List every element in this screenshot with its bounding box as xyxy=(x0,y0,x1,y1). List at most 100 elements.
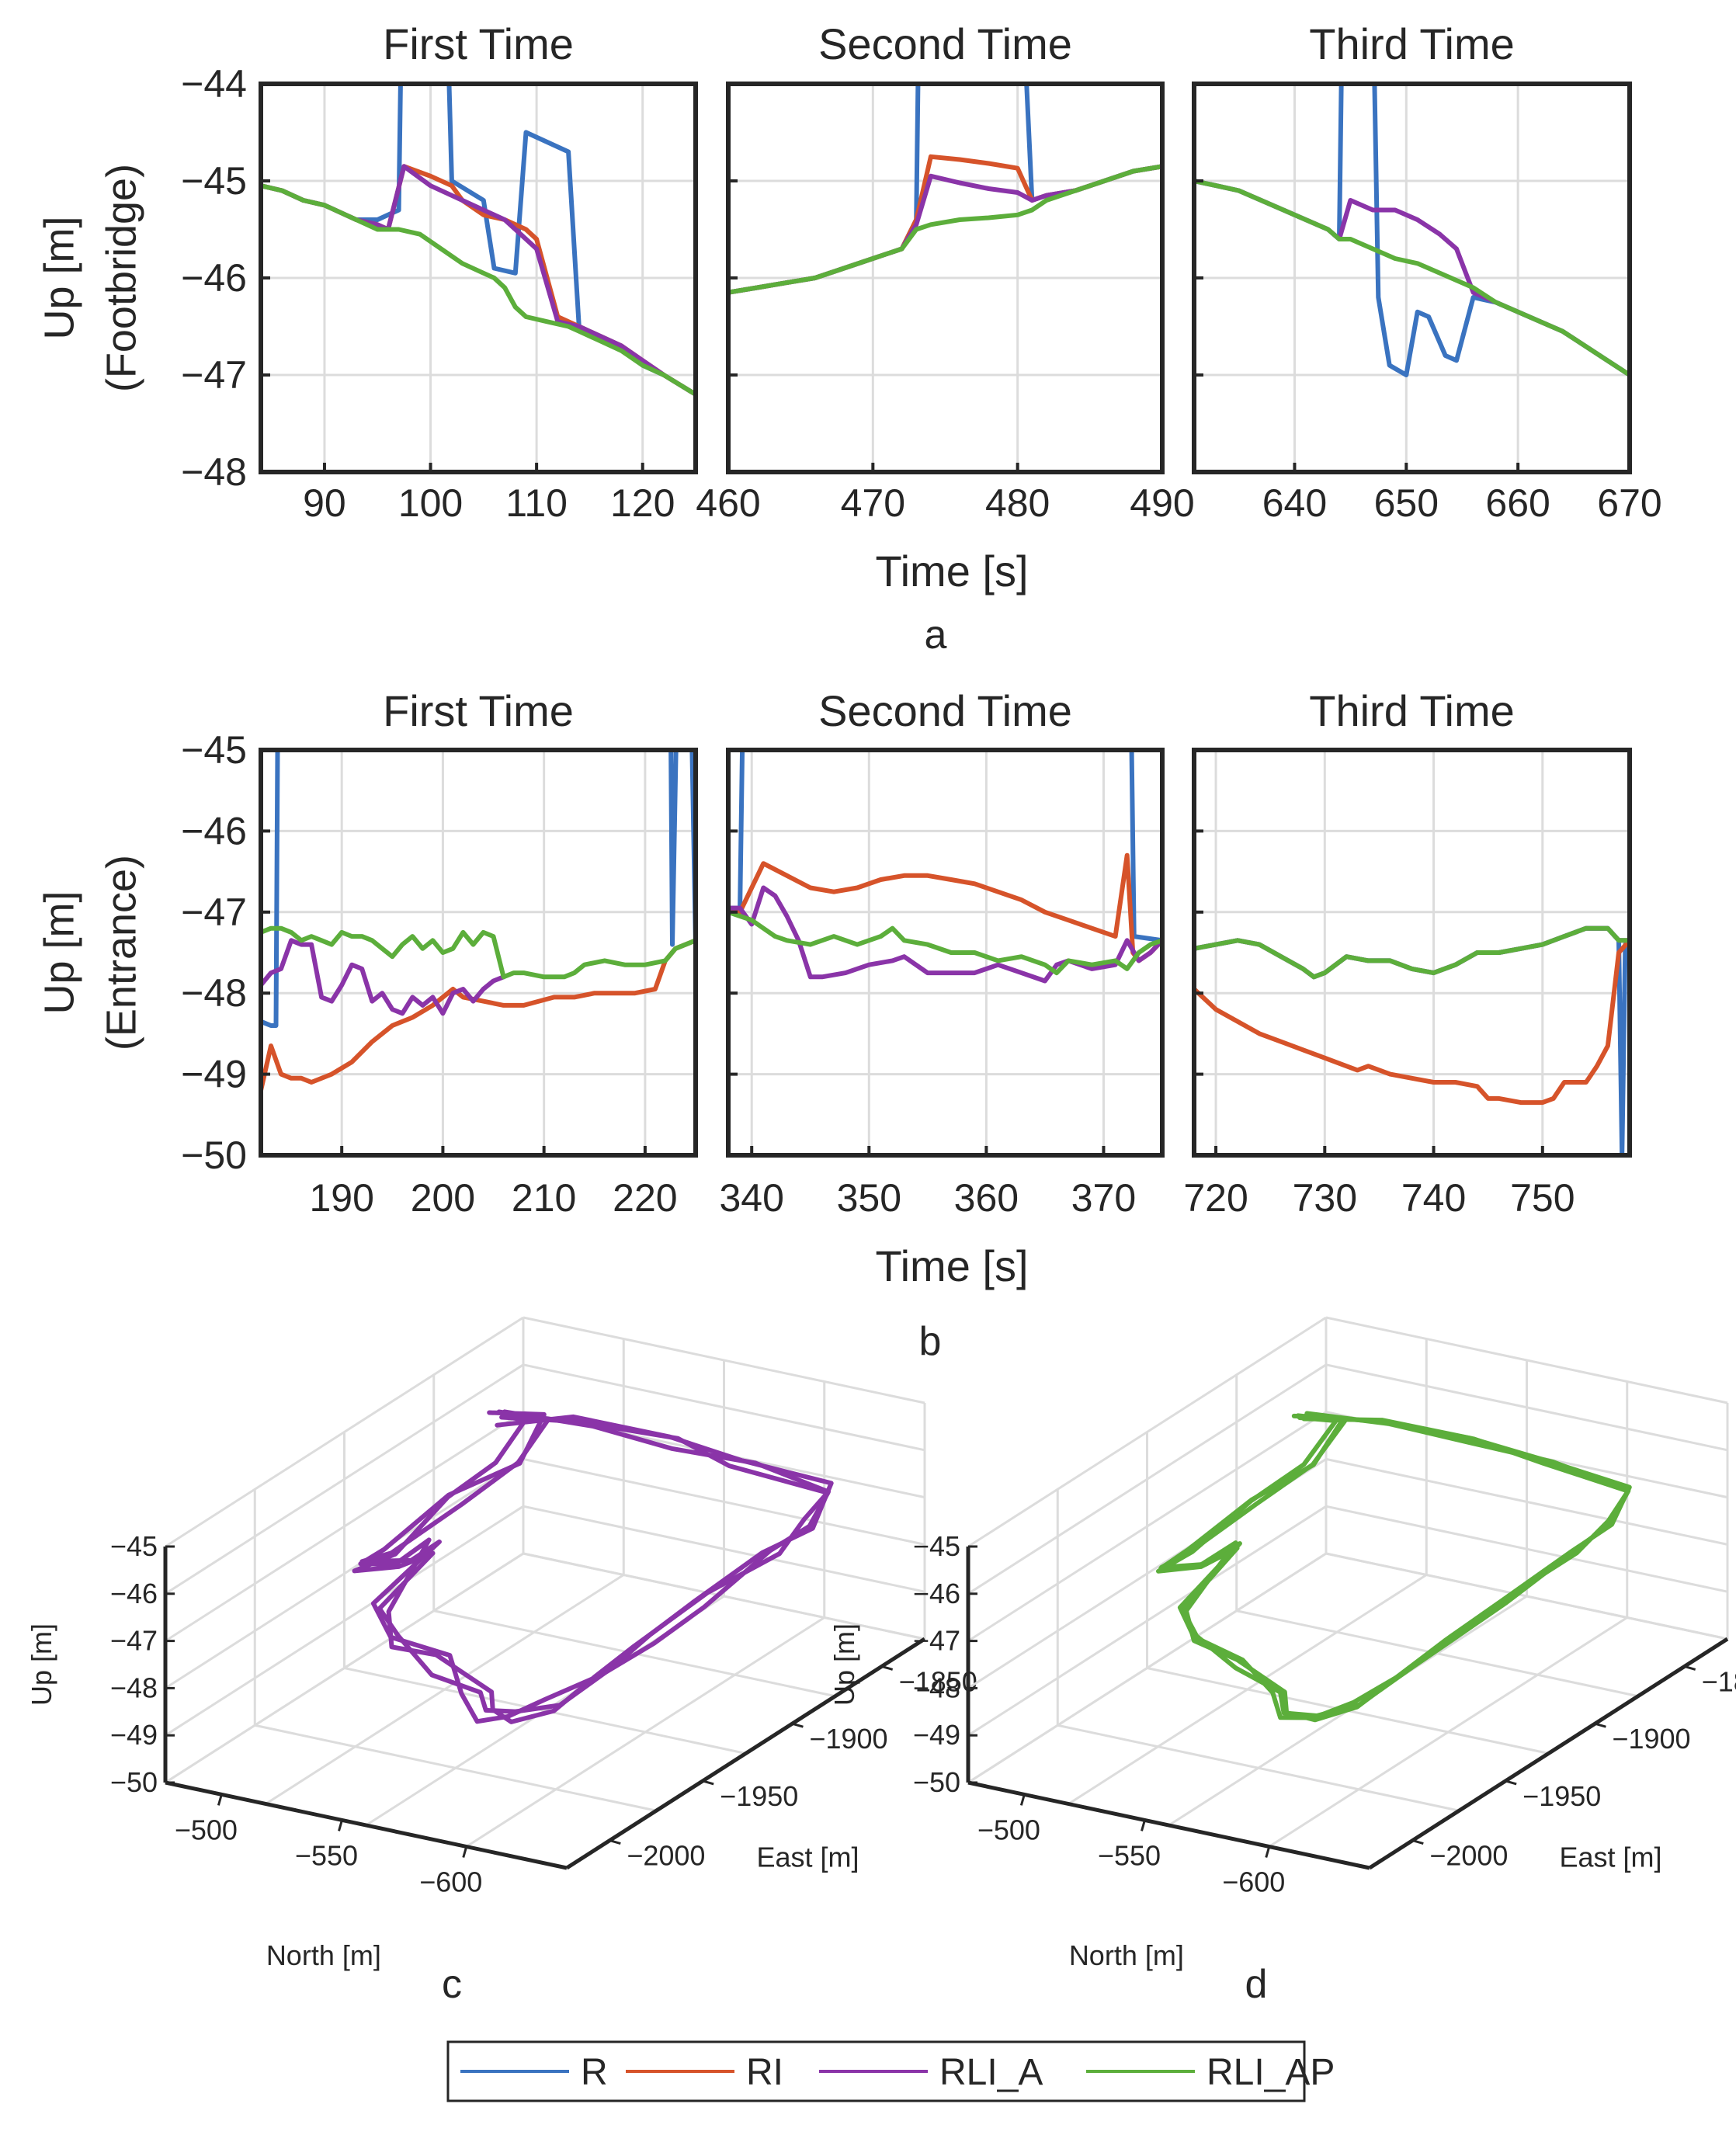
x-tick-label: 220 xyxy=(613,1176,677,1220)
east-tick-label: −1850 xyxy=(1702,1665,1736,1697)
x-tick-label: 100 xyxy=(398,481,463,525)
north-tick-mark xyxy=(338,1819,343,1831)
y-tick-label: −47 xyxy=(181,890,247,934)
series-line-RLI_A xyxy=(728,885,1162,984)
series-line-R xyxy=(261,750,696,1028)
series-line-RLI_A xyxy=(261,164,696,397)
x-tick-label: 740 xyxy=(1401,1176,1466,1220)
y-tick-label: −49 xyxy=(181,1053,247,1096)
x-tick-label: 120 xyxy=(610,481,675,525)
subplot-1: 190 200 210 220 First Time xyxy=(259,686,698,1220)
east-axis-line xyxy=(565,1637,926,1870)
x-tick-label: 460 xyxy=(696,481,760,525)
north-axis-label: North [m] xyxy=(266,1939,381,1971)
series-group xyxy=(728,750,1162,984)
panel-label-b: b xyxy=(919,1319,942,1364)
y-axis-label: Up [m] xyxy=(36,216,82,339)
x-tick-label: 190 xyxy=(309,1176,373,1220)
panel-label-a: a xyxy=(925,613,947,658)
y-tick-label: −45 xyxy=(181,728,247,772)
north-tick-mark xyxy=(462,1846,468,1858)
series-line-RI xyxy=(728,154,1162,295)
y-tick-label: −48 xyxy=(181,450,247,494)
east-tick-mark xyxy=(881,1665,894,1671)
grid-line-floor xyxy=(465,1616,825,1848)
grid-line-floor xyxy=(1268,1616,1628,1848)
up-tick-label: −45 xyxy=(913,1530,960,1562)
east-tick-mark xyxy=(1505,1779,1517,1786)
up-axis-label: Up [m] xyxy=(26,1623,57,1706)
y-axis-label-location: (Footbridge) xyxy=(98,164,144,392)
x-tick-label: 490 xyxy=(1130,481,1194,525)
series-line-RLI_AP xyxy=(728,164,1162,295)
subplot-title: Second Time xyxy=(818,19,1072,68)
east-tick-label: −1850 xyxy=(899,1665,977,1697)
north-tick-label: −600 xyxy=(1222,1866,1285,1898)
up-tick-label: −46 xyxy=(913,1578,960,1609)
y-tick-label: −48 xyxy=(181,971,247,1015)
series-group xyxy=(1194,84,1630,377)
series-line-RLI_AP xyxy=(261,925,696,980)
x-tick-label: 350 xyxy=(837,1176,901,1220)
east-tick-label: −2000 xyxy=(1429,1840,1508,1872)
north-axis-line xyxy=(967,1780,1370,1870)
up-tick-label: −50 xyxy=(110,1766,158,1798)
east-tick-mark xyxy=(609,1839,621,1845)
east-tick-mark xyxy=(702,1779,714,1786)
up-tick-label: −46 xyxy=(110,1578,158,1609)
east-tick-label: −1950 xyxy=(1522,1780,1601,1812)
subplot-3: 640 650 660 670 Third Time xyxy=(1192,19,1662,525)
x-tick-label: 660 xyxy=(1485,481,1550,525)
up-tick-label: −47 xyxy=(110,1625,158,1657)
series-group xyxy=(728,84,1162,295)
y-tick-label: −47 xyxy=(181,353,247,397)
legend-label-RLI_AP: RLI_AP xyxy=(1207,2052,1335,2093)
up-tick-label: −49 xyxy=(913,1719,960,1751)
grid-line-floor xyxy=(1068,1574,1428,1805)
plot-frame xyxy=(726,748,1165,1158)
subplot-title: Third Time xyxy=(1309,686,1515,735)
panel-c-3d-trajectory-rli-a: −45 −46 −47 −48 −49 −50 −500 −550 −600 −1850 −1900… xyxy=(26,1316,977,1971)
east-tick-mark xyxy=(1411,1839,1424,1845)
trajectory-lap-3 xyxy=(358,1409,831,1724)
north-axis-label: North [m] xyxy=(1069,1939,1184,1971)
up-tick-label: −50 xyxy=(913,1766,960,1798)
series-line-R xyxy=(728,750,1162,943)
panel-a-footbridge: Up [m] (Footbridge) −48 −47 −46 −45 −44 Time [s… xyxy=(36,19,1662,595)
series-line-R xyxy=(1194,925,1630,1155)
up-tick-label: −48 xyxy=(110,1672,158,1703)
trajectory-lap-1 xyxy=(352,1414,834,1714)
subplot-title: Second Time xyxy=(818,686,1072,735)
y-tick-label: −46 xyxy=(181,809,247,852)
y-tick-label: −46 xyxy=(181,256,247,300)
east-tick-label: −1950 xyxy=(720,1780,798,1812)
series-line-RI xyxy=(1194,938,1630,1106)
legend: R RI RLI_A RLI_AP xyxy=(446,2040,1335,2102)
legend-label-RI: RI xyxy=(746,2052,783,2093)
north-tick-label: −500 xyxy=(977,1814,1040,1845)
series-line-RI xyxy=(728,852,1162,963)
x-tick-label: 730 xyxy=(1293,1176,1357,1220)
y-tick-label: −50 xyxy=(181,1134,247,1177)
subplot-1: 90 100 110 120 First Time xyxy=(259,19,698,525)
panel-b-entrance: Up [m] (Entrance) −50 −49 −48 −47 −46 −45 Time [… xyxy=(36,686,1632,1290)
series-line-RLI_A xyxy=(261,938,506,1016)
x-tick-label: 200 xyxy=(411,1176,475,1220)
series-line-RI xyxy=(261,164,696,397)
y-axis-label-location: (Entrance) xyxy=(98,855,144,1050)
panel-d-3d-trajectory-rli-ap: −45 −46 −47 −48 −49 −50 −500 −550 −600 −1850 −1900… xyxy=(828,1316,1736,1971)
grid-line-floor xyxy=(265,1574,625,1805)
x-tick-label: 470 xyxy=(841,481,905,525)
series-line-RLI_AP xyxy=(261,183,696,397)
x-tick-label: 340 xyxy=(719,1176,783,1220)
north-tick-mark xyxy=(1019,1793,1026,1806)
subplot-title: First Time xyxy=(383,686,574,735)
east-axis-label: East [m] xyxy=(1559,1842,1661,1873)
north-tick-mark xyxy=(217,1793,223,1806)
panel-label-d: d xyxy=(1245,1962,1268,2007)
x-tick-label: 110 xyxy=(505,481,568,525)
y-tick-label: −45 xyxy=(181,159,247,203)
series-line-RLI_AP xyxy=(728,909,1162,976)
east-tick-label: −1900 xyxy=(1612,1723,1690,1755)
subplot-2: 340 350 360 370 Second Time xyxy=(719,686,1165,1220)
